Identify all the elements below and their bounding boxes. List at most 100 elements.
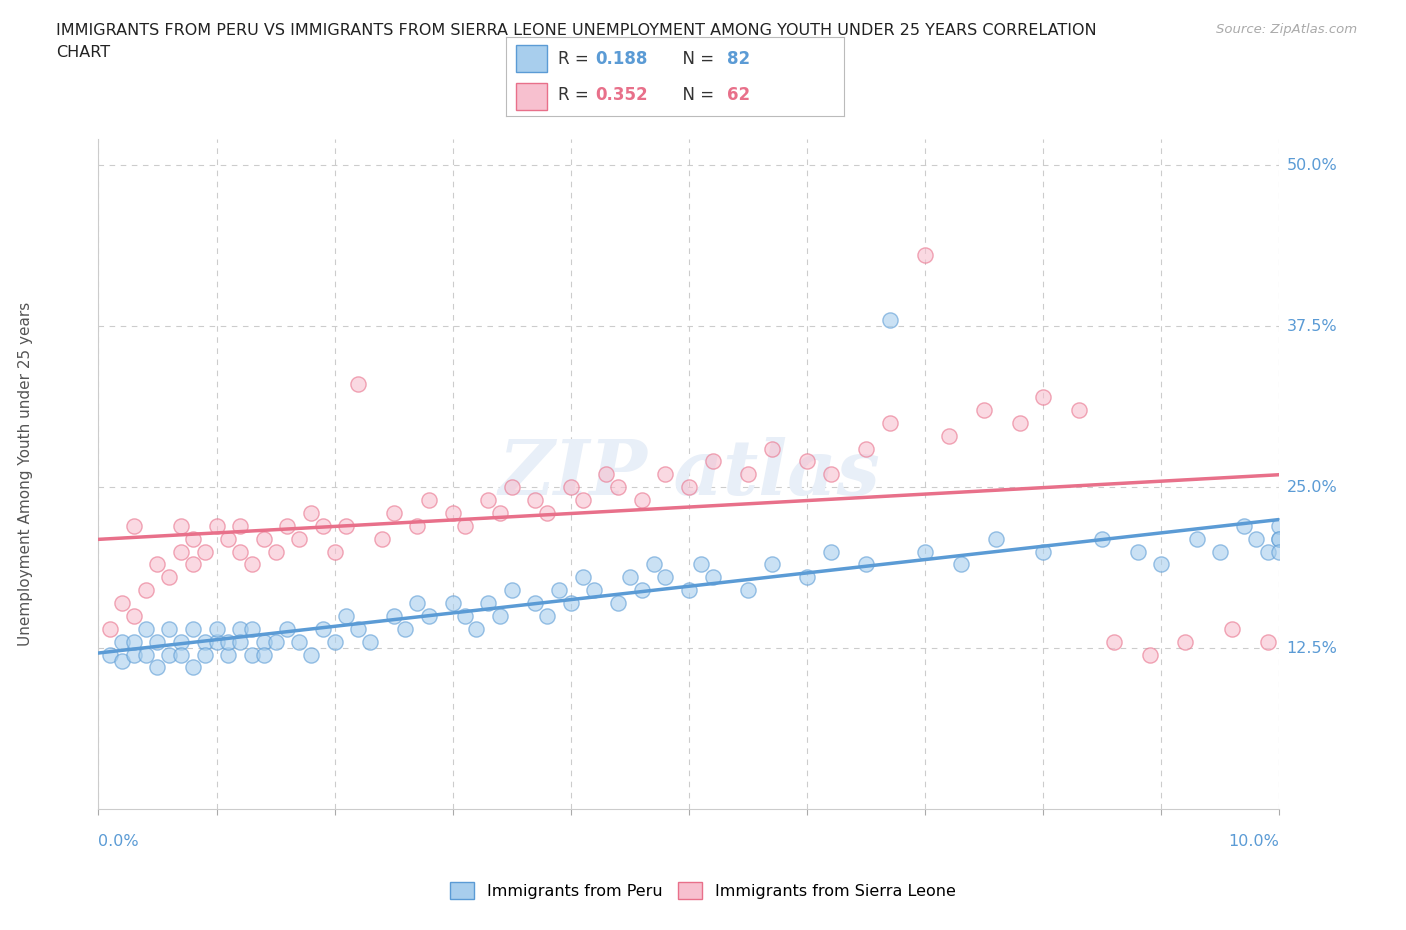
Point: [524, 595, 547, 610]
Point: [157, 647, 180, 662]
Point: [253, 634, 276, 649]
Point: [371, 531, 394, 546]
Point: [737, 467, 759, 482]
Point: [702, 570, 724, 585]
Point: [98, 621, 121, 636]
Point: [205, 518, 228, 533]
Text: N =: N =: [672, 86, 718, 104]
Point: [312, 518, 335, 533]
Point: [879, 312, 901, 327]
Point: [122, 634, 145, 649]
Point: [122, 608, 145, 623]
Text: 0.352: 0.352: [596, 86, 648, 104]
Point: [323, 634, 346, 649]
Point: [1126, 544, 1149, 559]
Point: [630, 583, 652, 598]
Point: [181, 660, 204, 675]
Point: [796, 570, 818, 585]
Point: [536, 506, 558, 521]
Point: [607, 595, 630, 610]
FancyBboxPatch shape: [516, 83, 547, 110]
Point: [1067, 403, 1090, 418]
Point: [548, 583, 571, 598]
Text: 50.0%: 50.0%: [1286, 158, 1337, 173]
Point: [335, 608, 357, 623]
Legend: Immigrants from Peru, Immigrants from Sierra Leone: Immigrants from Peru, Immigrants from Si…: [444, 876, 962, 905]
Point: [1233, 518, 1256, 533]
Point: [1150, 557, 1173, 572]
Point: [1257, 544, 1279, 559]
Point: [702, 454, 724, 469]
FancyBboxPatch shape: [516, 46, 547, 72]
Text: Unemployment Among Youth under 25 years: Unemployment Among Youth under 25 years: [18, 302, 32, 646]
Point: [98, 647, 121, 662]
Point: [170, 518, 193, 533]
Point: [973, 403, 995, 418]
Point: [1185, 531, 1208, 546]
Point: [1257, 634, 1279, 649]
Point: [229, 621, 252, 636]
Point: [1139, 647, 1161, 662]
Point: [489, 608, 512, 623]
Point: [205, 621, 228, 636]
Point: [761, 557, 783, 572]
Text: 12.5%: 12.5%: [1286, 641, 1337, 656]
Point: [583, 583, 606, 598]
Point: [181, 621, 204, 636]
Point: [229, 544, 252, 559]
Point: [477, 493, 499, 508]
Text: 25.0%: 25.0%: [1286, 480, 1337, 495]
Point: [1032, 544, 1054, 559]
Text: CHART: CHART: [56, 45, 110, 60]
Point: [240, 647, 263, 662]
Text: 82: 82: [727, 49, 751, 68]
Text: R =: R =: [558, 49, 595, 68]
Text: R =: R =: [558, 86, 595, 104]
Point: [181, 531, 204, 546]
Point: [820, 467, 842, 482]
Text: 62: 62: [727, 86, 751, 104]
Point: [914, 248, 936, 263]
Point: [560, 595, 582, 610]
Point: [1008, 416, 1031, 431]
Point: [382, 506, 405, 521]
Point: [1268, 544, 1291, 559]
Point: [229, 634, 252, 649]
Point: [465, 621, 488, 636]
Point: [1220, 621, 1243, 636]
Text: ZIP atlas: ZIP atlas: [498, 437, 880, 512]
Point: [761, 441, 783, 456]
Point: [146, 557, 169, 572]
Point: [394, 621, 416, 636]
Point: [820, 544, 842, 559]
Point: [194, 647, 217, 662]
Point: [737, 583, 759, 598]
Point: [536, 608, 558, 623]
Point: [253, 647, 276, 662]
Point: [264, 544, 287, 559]
Point: [453, 518, 475, 533]
Point: [253, 531, 276, 546]
Point: [217, 531, 239, 546]
Point: [855, 557, 877, 572]
Point: [170, 634, 193, 649]
Point: [595, 467, 617, 482]
Point: [122, 518, 145, 533]
Point: [619, 570, 641, 585]
Point: [288, 634, 311, 649]
Point: [607, 480, 630, 495]
Point: [1268, 531, 1291, 546]
Point: [418, 493, 440, 508]
Point: [229, 518, 252, 533]
Point: [312, 621, 335, 636]
Point: [335, 518, 357, 533]
Point: [157, 570, 180, 585]
Point: [984, 531, 1007, 546]
Point: [1209, 544, 1232, 559]
Point: [477, 595, 499, 610]
Point: [654, 570, 676, 585]
Point: [796, 454, 818, 469]
Point: [194, 544, 217, 559]
Point: [135, 583, 157, 598]
Point: [453, 608, 475, 623]
